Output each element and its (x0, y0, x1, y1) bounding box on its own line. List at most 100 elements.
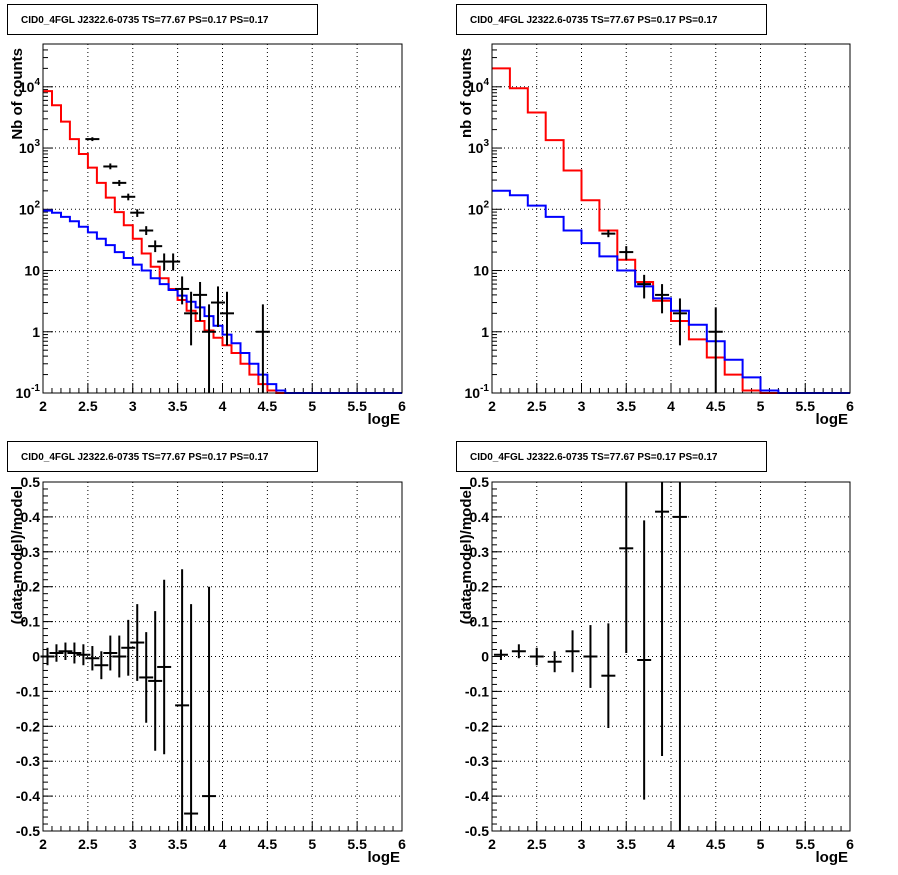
data-point (85, 646, 100, 671)
data-point (672, 482, 687, 831)
x-tick-label: 6 (398, 836, 406, 852)
data-point (67, 642, 82, 664)
x-tick-label: 2.5 (78, 836, 98, 852)
y-axis-label: (data-model)/model (9, 486, 26, 624)
data-point (672, 298, 687, 346)
data-point (708, 307, 723, 393)
y-tick-label: 10-1 (465, 383, 490, 401)
plot-frame (42, 481, 403, 832)
data-point (148, 611, 163, 751)
chart-panel-4: CID0_4FGL J2322.6-0735 TS=77.67 PS=0.17 … (456, 441, 854, 866)
y-axis-label: (data-model)/model (458, 486, 475, 624)
y-tick-label: 103 (468, 138, 490, 156)
data-point (175, 276, 190, 305)
x-tick-label: 5 (757, 836, 765, 852)
x-axis-label: logE (816, 411, 849, 428)
x-tick-label: 3.5 (168, 398, 188, 414)
y-tick-label: 0 (481, 649, 489, 665)
x-tick-label: 2 (39, 398, 47, 414)
data-point (58, 642, 73, 660)
data-point (49, 644, 64, 662)
x-tick-label: 5 (308, 836, 316, 852)
data-point (601, 623, 616, 729)
x-tick-label: 3.5 (617, 398, 637, 414)
y-axis-label: nb of counts (458, 48, 475, 138)
data-point (184, 604, 199, 831)
title-box (456, 441, 767, 472)
x-tick-label: 4 (219, 398, 227, 414)
data-point (619, 246, 634, 260)
data-point (193, 281, 208, 321)
source-model-histogram (492, 189, 850, 394)
data-point (121, 193, 136, 201)
data-point (121, 619, 136, 676)
x-tick-label: 5.5 (796, 398, 816, 414)
data-point (76, 644, 91, 666)
y-tick-label: 104 (19, 77, 41, 95)
x-tick-label: 4.5 (258, 398, 278, 414)
data-point (139, 226, 154, 236)
data-point (511, 644, 526, 659)
y-axis-label: Nb of counts (9, 48, 26, 140)
x-tick-label: 4 (219, 836, 227, 852)
data-point (94, 651, 109, 680)
x-tick-label: 4.5 (258, 836, 278, 852)
plot-frame (42, 43, 403, 394)
y-tick-label: 1 (481, 324, 489, 340)
y-tick-label: -0.5 (16, 823, 40, 839)
data-point (112, 635, 127, 678)
x-tick-label: 5 (757, 398, 765, 414)
data-point (619, 482, 634, 654)
x-tick-label: 5.5 (796, 836, 816, 852)
data-point (637, 274, 652, 299)
data-point (637, 520, 652, 800)
data-point (130, 209, 145, 217)
data-point (85, 137, 100, 142)
x-tick-label: 2 (488, 398, 496, 414)
data-point (583, 625, 598, 688)
data-point (565, 630, 580, 673)
x-tick-label: 3.5 (617, 836, 637, 852)
title-box (456, 4, 767, 35)
plot-frame (491, 481, 851, 832)
x-tick-label: 4.5 (706, 398, 726, 414)
y-tick-label: 10-1 (16, 383, 41, 401)
x-axis-label: logE (368, 411, 401, 428)
data-point (601, 229, 616, 238)
data-point (103, 635, 118, 671)
data-point (529, 647, 544, 666)
x-tick-label: 2.5 (527, 836, 547, 852)
chart-title: CID0_4FGL J2322.6-0735 TS=77.67 PS=0.17 … (21, 452, 269, 463)
data-point (255, 304, 270, 393)
y-tick-label: 1 (32, 324, 40, 340)
chart-panel-1: CID0_4FGL J2322.6-0735 TS=77.67 PS=0.17 … (7, 4, 406, 428)
chart-panel-2: CID0_4FGL J2322.6-0735 TS=77.67 PS=0.17 … (456, 4, 854, 428)
x-axis-label: logE (816, 849, 849, 866)
data-point (547, 651, 562, 673)
data-point (211, 286, 226, 327)
y-tick-label: 0.3 (21, 544, 41, 560)
title-box (7, 4, 318, 35)
data-point (202, 586, 217, 831)
y-tick-label: 0 (32, 649, 40, 665)
x-tick-label: 4.5 (706, 836, 726, 852)
data-point (130, 604, 145, 681)
x-tick-label: 4 (667, 398, 675, 414)
x-tick-label: 3 (129, 398, 137, 414)
x-tick-label: 3 (578, 836, 586, 852)
chart-title: CID0_4FGL J2322.6-0735 TS=77.67 PS=0.17 … (21, 15, 269, 26)
y-tick-label: 0.4 (470, 509, 490, 525)
x-tick-label: 4 (667, 836, 675, 852)
data-point (157, 579, 172, 755)
data-point (112, 180, 127, 186)
x-tick-label: 2.5 (78, 398, 98, 414)
x-tick-label: 3 (578, 398, 586, 414)
data-point (103, 163, 118, 170)
x-tick-label: 2 (488, 836, 496, 852)
x-tick-label: 2 (39, 836, 47, 852)
data-point (184, 291, 199, 346)
y-tick-label: 0.4 (21, 509, 41, 525)
data-point (148, 240, 163, 253)
x-tick-label: 2.5 (527, 398, 547, 414)
